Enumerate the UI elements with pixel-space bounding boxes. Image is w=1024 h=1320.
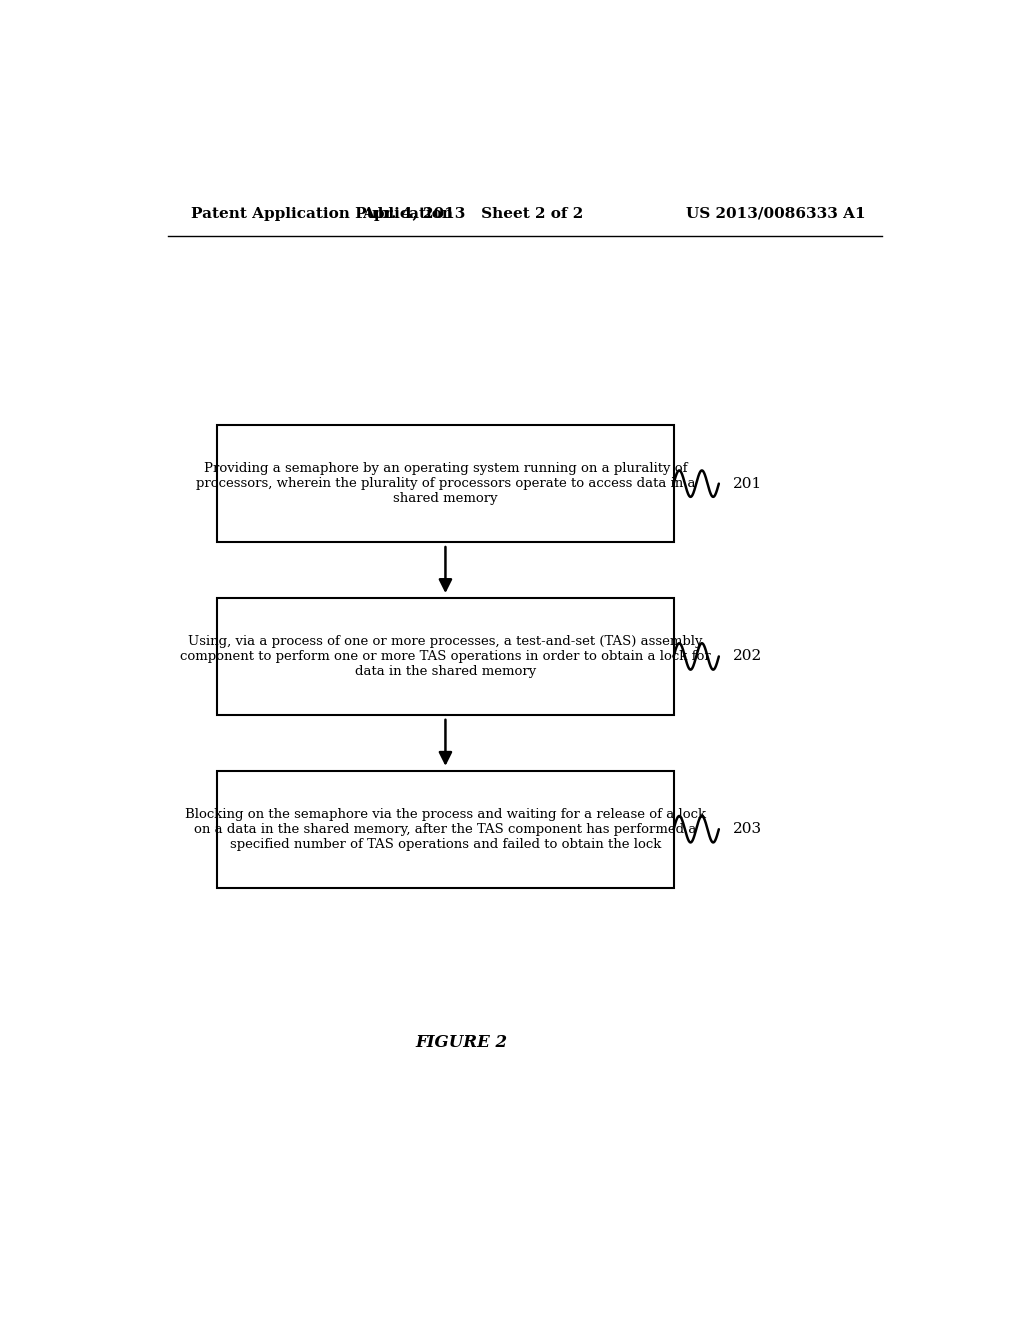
- Bar: [217, 771, 674, 887]
- Text: FIGURE 2: FIGURE 2: [416, 1034, 507, 1051]
- Text: Using, via a process of one or more processes, a test-and-set (TAS) assembly
com: Using, via a process of one or more proc…: [180, 635, 711, 678]
- Text: US 2013/0086333 A1: US 2013/0086333 A1: [686, 207, 866, 220]
- Text: Patent Application Publication: Patent Application Publication: [191, 207, 454, 220]
- Text: Blocking on the semaphore via the process and waiting for a release of a lock
on: Blocking on the semaphore via the proces…: [185, 808, 706, 850]
- Text: 202: 202: [733, 649, 763, 664]
- Bar: [217, 598, 674, 715]
- Bar: [217, 425, 674, 543]
- Text: 201: 201: [733, 477, 763, 491]
- Text: Apr. 4, 2013   Sheet 2 of 2: Apr. 4, 2013 Sheet 2 of 2: [362, 207, 584, 220]
- Text: 203: 203: [733, 822, 762, 837]
- Text: Providing a semaphore by an operating system running on a plurality of
processor: Providing a semaphore by an operating sy…: [196, 462, 695, 506]
